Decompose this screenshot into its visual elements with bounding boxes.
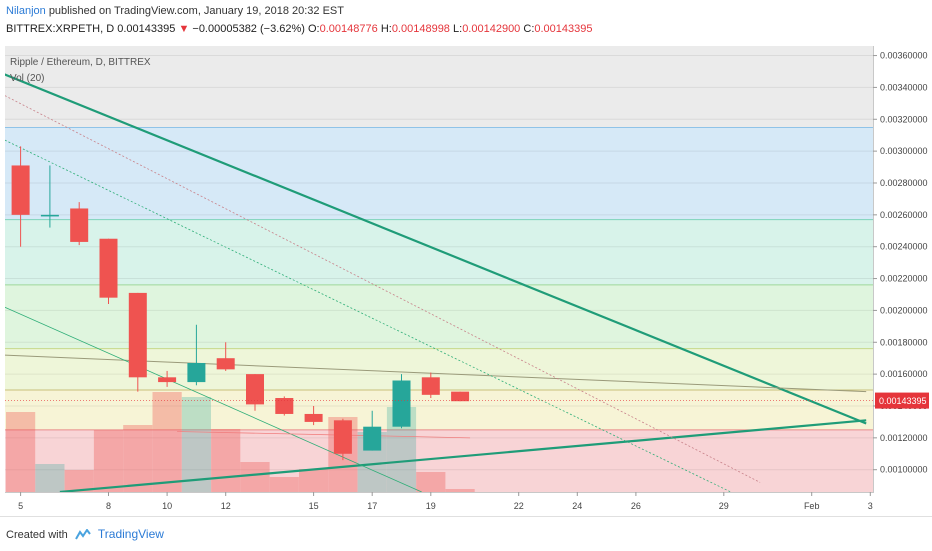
ohlc-line: BITTREX:XRPETH, D 0.00143395 ▼ −0.000053… — [6, 23, 593, 35]
published-text: published on TradingView.com, January 19… — [48, 5, 344, 17]
y-tick-label: 0.00220000 — [880, 274, 928, 284]
trendline — [5, 73, 867, 425]
candle-body — [275, 398, 294, 414]
y-tick-label: 0.00120000 — [880, 433, 928, 443]
fib-zone — [5, 284, 873, 349]
last-price-label: 0.00143395 — [879, 396, 927, 406]
fib-zone — [5, 429, 873, 492]
y-axis-line — [873, 46, 874, 492]
candle-body — [333, 420, 352, 454]
x-tick-label: Feb — [804, 501, 820, 511]
author-link[interactable]: Nilanjon — [6, 5, 46, 17]
candle-body — [70, 208, 89, 242]
volume-bar — [416, 472, 446, 492]
close-label: C: — [523, 23, 535, 35]
y-tick-label: 0.00180000 — [880, 337, 928, 347]
publish-line: Nilanjon published on TradingView.com, J… — [6, 5, 344, 17]
x-tick-label: 10 — [162, 501, 172, 511]
y-tick-label: 0.00200000 — [880, 305, 928, 315]
tradingview-logo-icon — [74, 529, 91, 540]
candle-body — [99, 238, 118, 298]
fib-zone — [5, 219, 873, 285]
x-axis-line — [5, 492, 874, 493]
candle-body — [392, 380, 411, 427]
volume-bar — [64, 470, 94, 492]
chart-header: Nilanjon published on TradingView.com, J… — [0, 0, 932, 40]
volume-bar — [445, 489, 475, 492]
fib-zone — [5, 390, 873, 430]
candle-body — [304, 413, 323, 422]
price-chart[interactable]: 0.001000000.001200000.001400000.00160000… — [0, 40, 932, 516]
last-price: 0.00143395 — [117, 23, 176, 35]
volume-bar — [93, 430, 124, 492]
candle-body — [246, 374, 264, 405]
y-tick-label: 0.00300000 — [880, 146, 928, 156]
volume-bar — [35, 464, 65, 492]
symbol-label: BITTREX:XRPETH, D — [6, 23, 115, 35]
x-tick-label: 15 — [309, 501, 319, 511]
volume-bar — [269, 477, 299, 492]
open-label: O: — [308, 23, 320, 35]
tradingview-brand[interactable]: TradingView — [97, 527, 164, 541]
candle-body — [158, 377, 177, 383]
candle-body — [128, 292, 147, 378]
volume-bar — [6, 412, 36, 492]
y-tick-label: 0.00360000 — [880, 51, 928, 61]
low-value: 0.00142900 — [462, 23, 521, 35]
x-tick-label: 26 — [631, 501, 641, 511]
high-value: 0.00148998 — [391, 23, 450, 35]
fib-zone — [5, 46, 873, 128]
x-tick-label: 12 — [221, 501, 231, 511]
volume-bar — [211, 429, 241, 492]
candle-body — [11, 165, 30, 215]
candle-body — [363, 426, 382, 451]
low-label: L: — [453, 23, 463, 35]
volume-bar — [181, 397, 211, 492]
price-change: −0.00005382 (−3.62%) — [192, 23, 305, 35]
volume-legend: Vol (20) — [10, 73, 44, 84]
candle-body — [216, 358, 235, 370]
y-tick-label: 0.00280000 — [880, 178, 928, 188]
volume-bar — [240, 462, 270, 492]
footer: Created with TradingView — [0, 516, 932, 551]
trendline — [177, 431, 471, 439]
x-tick-label: 17 — [367, 501, 377, 511]
chart-legend-title: Ripple / Ethereum, D, BITTREX — [10, 57, 151, 68]
trendline — [59, 419, 867, 492]
candle-body — [421, 377, 440, 395]
y-tick-label: 0.00320000 — [880, 114, 928, 124]
candle-body — [40, 214, 59, 217]
candle-body — [187, 362, 206, 383]
y-tick-label: 0.00240000 — [880, 242, 928, 252]
open-value: 0.00148776 — [319, 23, 378, 35]
x-tick-label: 5 — [18, 501, 23, 511]
x-tick-label: 3 — [868, 501, 873, 511]
y-tick-label: 0.00260000 — [880, 210, 928, 220]
y-tick-label: 0.00100000 — [880, 465, 928, 475]
x-tick-label: 24 — [572, 501, 582, 511]
x-tick-label: 29 — [719, 501, 729, 511]
y-tick-label: 0.00340000 — [880, 82, 928, 92]
candle-body — [451, 391, 470, 402]
last-price-tag — [875, 392, 929, 409]
volume-bar — [123, 425, 153, 492]
x-tick-label: 22 — [514, 501, 524, 511]
close-value: 0.00143395 — [534, 23, 593, 35]
trendline — [5, 139, 732, 492]
high-label: H: — [380, 23, 392, 35]
created-with-text: Created with — [6, 529, 68, 541]
volume-bar — [299, 469, 329, 492]
volume-bar — [152, 392, 182, 492]
fib-zone — [5, 127, 873, 220]
x-tick-label: 19 — [426, 501, 436, 511]
trendline — [5, 306, 422, 492]
down-arrow-icon: ▼ — [178, 23, 190, 35]
x-tick-label: 8 — [106, 501, 111, 511]
y-tick-label: 0.00160000 — [880, 369, 928, 379]
